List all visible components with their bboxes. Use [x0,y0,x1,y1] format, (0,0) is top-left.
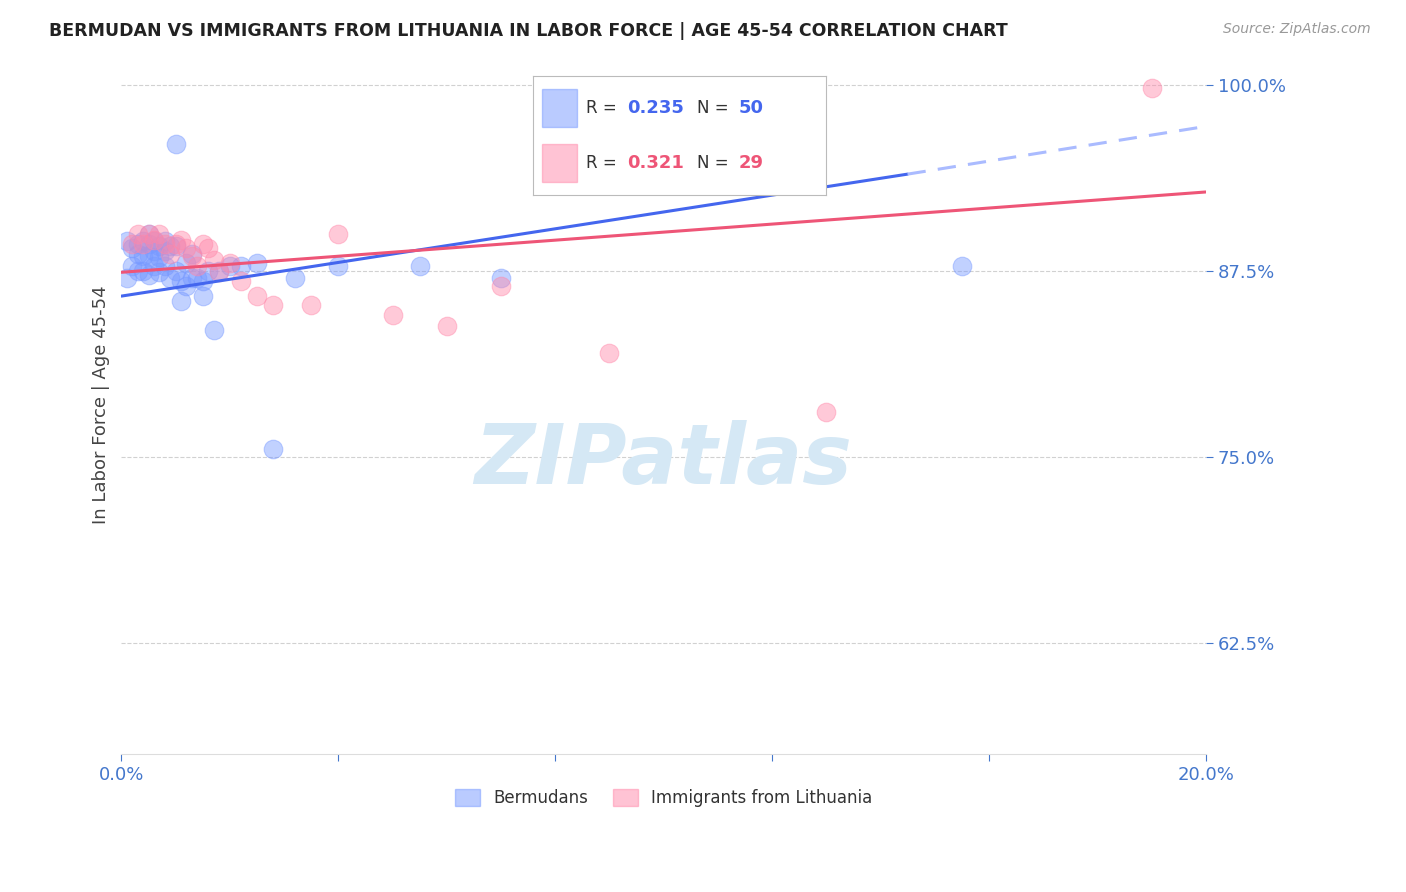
Point [153,260,176,274]
Point [159,247,181,261]
Point [229,260,252,274]
Point [197,264,219,278]
Y-axis label: In Labor Force | Age 45-54: In Labor Force | Age 45-54 [93,285,110,524]
Point [181,247,204,261]
Point [489,278,512,293]
Point [132,264,155,278]
Point [229,274,252,288]
Point [815,405,838,419]
Text: ZIPatlas: ZIPatlas [475,420,852,501]
Point [381,309,404,323]
Point [148,251,170,265]
Point [143,234,166,248]
Point [197,242,219,256]
Point [761,137,783,152]
Point [181,249,204,263]
Point [138,249,160,263]
Point [153,244,176,259]
Point [408,260,430,274]
Point [328,260,350,274]
Point [148,265,170,279]
Point [170,274,193,288]
Point [328,227,350,241]
Point [159,271,181,285]
Point [598,345,620,359]
Point [138,227,160,241]
Point [165,137,187,152]
Point [436,318,458,333]
Point [202,253,225,268]
Point [138,237,160,252]
Text: BERMUDAN VS IMMIGRANTS FROM LITHUANIA IN LABOR FORCE | AGE 45-54 CORRELATION CHA: BERMUDAN VS IMMIGRANTS FROM LITHUANIA IN… [49,22,1008,40]
Point [176,256,198,270]
Point [143,244,166,259]
Legend: Bermudans, Immigrants from Lithuania: Bermudans, Immigrants from Lithuania [446,781,880,816]
Point [127,227,149,241]
Point [153,237,176,252]
Point [170,293,193,308]
Point [121,237,143,252]
Point [950,260,973,274]
Point [159,238,181,252]
Point [132,234,155,248]
Point [1140,81,1163,95]
Point [218,260,240,274]
Point [191,274,214,288]
Point [218,256,240,270]
Point [138,268,160,283]
Point [165,238,187,252]
Point [115,234,138,248]
Point [127,264,149,278]
Point [148,227,170,241]
Point [170,233,193,247]
Point [246,289,269,303]
Point [284,271,307,285]
Point [299,298,322,312]
Point [165,264,187,278]
Point [148,238,170,252]
Point [143,260,166,274]
Point [127,237,149,252]
Point [127,247,149,261]
Point [191,237,214,252]
Point [153,234,176,248]
Point [143,233,166,247]
Point [176,242,198,256]
Point [165,237,187,252]
Point [191,289,214,303]
Point [132,249,155,263]
Point [115,271,138,285]
Point [208,264,231,278]
Point [121,242,143,256]
Point [181,271,204,285]
Point [176,278,198,293]
Point [186,260,208,274]
Point [186,271,208,285]
Point [121,260,143,274]
Point [489,271,512,285]
Point [246,256,269,270]
Point [138,227,160,241]
Point [262,298,284,312]
Point [132,237,155,252]
Text: Source: ZipAtlas.com: Source: ZipAtlas.com [1223,22,1371,37]
Point [208,265,231,279]
Point [262,442,284,457]
Point [202,323,225,337]
